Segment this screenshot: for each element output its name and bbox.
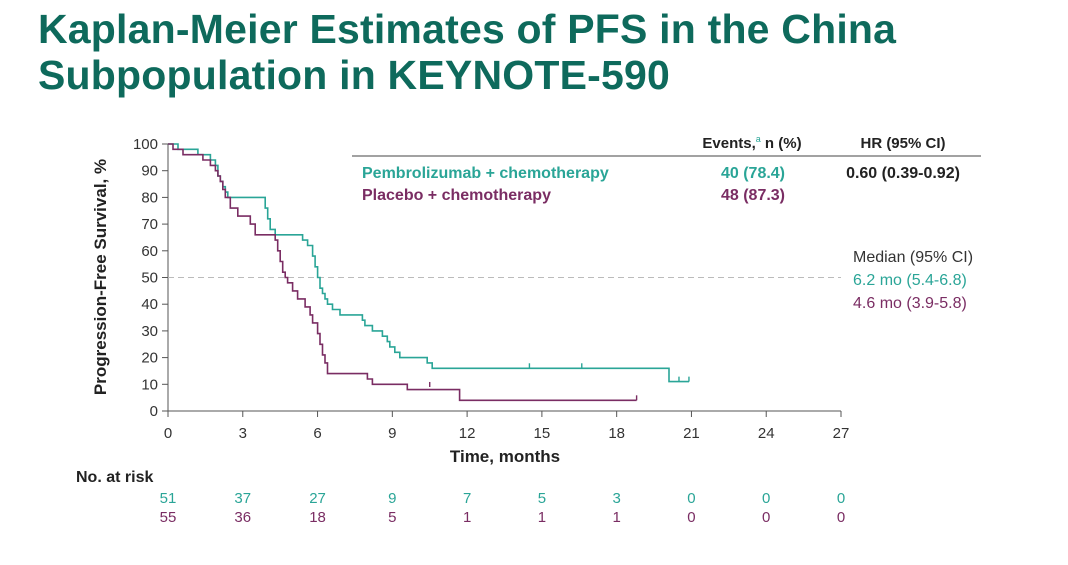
x-axis-label: Time, months <box>450 447 560 466</box>
y-tick-label: 100 <box>133 136 158 153</box>
table-row-pembro-events: 40 (78.4) <box>721 165 785 182</box>
risk-value: 0 <box>762 509 770 526</box>
risk-value: 51 <box>160 490 177 507</box>
risk-value: 0 <box>837 490 845 507</box>
risk-value: 55 <box>160 509 177 526</box>
x-tick-label: 18 <box>608 425 625 442</box>
risk-label: No. at risk <box>76 469 153 486</box>
y-tick-label: 50 <box>141 270 158 287</box>
risk-value: 18 <box>309 509 326 526</box>
y-tick-label: 30 <box>141 323 158 340</box>
risk-value: 5 <box>538 490 546 507</box>
page-title: Kaplan-Meier Estimates of PFS in the Chi… <box>38 6 896 98</box>
risk-value: 36 <box>234 509 251 526</box>
y-tick-label: 0 <box>150 403 158 420</box>
table-row-pembro-label: Pembrolizumab + chemotherapy <box>362 165 609 182</box>
risk-value: 3 <box>612 490 620 507</box>
x-tick-label: 3 <box>239 425 247 442</box>
y-tick-label: 90 <box>141 163 158 180</box>
risk-value: 0 <box>762 490 770 507</box>
median-pembro: 6.2 mo (5.4-6.8) <box>853 272 967 289</box>
x-tick-label: 9 <box>388 425 396 442</box>
series-line-placebo <box>168 143 637 402</box>
risk-value: 1 <box>538 509 546 526</box>
risk-value: 0 <box>687 490 695 507</box>
page-title-line2: Subpopulation in KEYNOTE-590 <box>38 52 671 98</box>
y-axis-label: Progression-Free Survival, % <box>91 159 110 395</box>
y-tick-label: 70 <box>141 216 158 233</box>
risk-value: 0 <box>837 509 845 526</box>
risk-value: 37 <box>234 490 251 507</box>
x-tick-label: 12 <box>459 425 476 442</box>
x-tick-label: 6 <box>313 425 321 442</box>
x-tick-label: 0 <box>164 425 172 442</box>
y-tick-label: 60 <box>141 243 158 260</box>
risk-value: 9 <box>388 490 396 507</box>
risk-table: 51 37 27 9 7 5 3 0 0 055 36 18 5 1 1 1 0 0 0 <box>160 490 846 526</box>
risk-value: 5 <box>388 509 396 526</box>
y-axis-ticks: 0 10 20 30 40 50 60 70 80 90 100 <box>133 136 168 420</box>
table-row-placebo-events: 48 (87.3) <box>721 187 785 204</box>
y-tick-label: 80 <box>141 189 158 206</box>
x-axis-ticks: 0 3 6 9 12 15 18 21 24 27 <box>164 411 850 442</box>
table-row-placebo-label: Placebo + chemotherapy <box>362 187 551 204</box>
x-tick-label: 24 <box>758 425 775 442</box>
page-title-line1: Kaplan-Meier Estimates of PFS in the Chi… <box>38 6 897 52</box>
km-curves <box>168 143 690 402</box>
y-tick-label: 40 <box>141 296 158 313</box>
x-tick-label: 21 <box>683 425 700 442</box>
risk-value: 1 <box>612 509 620 526</box>
risk-value: 27 <box>309 490 326 507</box>
events-table: Events,a n (%) HR (95% CI) Pembrolizumab… <box>352 134 981 204</box>
median-block: Median (95% CI) 6.2 mo (5.4-6.8) 4.6 mo … <box>853 249 973 312</box>
median-header: Median (95% CI) <box>853 249 973 266</box>
table-row-pembro-hr: 0.60 (0.39-0.92) <box>846 165 960 182</box>
events-header: Events,a n (%) <box>702 134 801 152</box>
median-placebo: 4.6 mo (3.9-5.8) <box>853 295 967 312</box>
y-tick-label: 20 <box>141 350 158 367</box>
risk-value: 7 <box>463 490 471 507</box>
hr-header: HR (95% CI) <box>860 135 945 152</box>
risk-value: 0 <box>687 509 695 526</box>
x-tick-label: 27 <box>833 425 850 442</box>
x-tick-label: 15 <box>534 425 551 442</box>
risk-value: 1 <box>463 509 471 526</box>
y-tick-label: 10 <box>141 376 158 393</box>
